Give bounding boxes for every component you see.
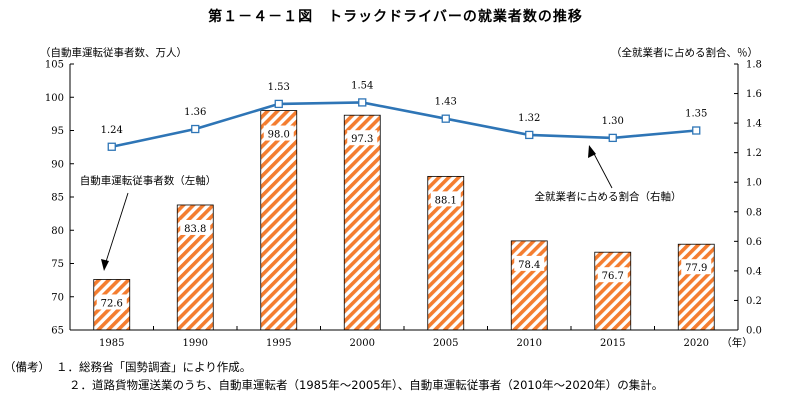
notes-line-2: ２．道路貨物運送業のうち、自動車運転者（1985年～2005年）、自動車運転従事…	[69, 378, 664, 392]
ratio-marker	[525, 130, 534, 140]
ratio-marker	[608, 133, 617, 143]
chart-title: 第１－４－１図 トラックドライバーの就業者数の推移	[208, 9, 583, 25]
left-tick-label: 75	[51, 259, 64, 270]
bar-2015	[594, 251, 632, 331]
bar-2010	[510, 240, 548, 331]
x-tick-label: 1990	[183, 338, 208, 349]
bar-value-label: 83.8	[184, 224, 206, 235]
bar-label-box	[263, 125, 294, 141]
left-tick-label: 85	[51, 193, 64, 204]
bar-value-label: 88.1	[435, 195, 457, 206]
right-tick-label: 0.6	[746, 237, 762, 248]
right-tick-label: 0.2	[746, 296, 762, 307]
line-callout-arrow-line	[591, 149, 613, 189]
bar-value-label: 97.3	[351, 134, 373, 145]
left-tick-label: 90	[51, 159, 64, 170]
right-tick-label: 0.0	[746, 326, 762, 337]
ratio-value-label: 1.30	[602, 116, 624, 127]
bar-label-box	[347, 130, 378, 146]
ratio-value-label: 1.43	[435, 97, 457, 108]
x-tick-label: 2015	[600, 338, 625, 349]
bar-value-label: 72.6	[101, 298, 123, 309]
ratio-marker	[191, 124, 200, 134]
right-tick-label: 1.6	[746, 89, 762, 100]
bar-value-label: 98.0	[268, 130, 290, 141]
bar-callout-arrow-head	[101, 259, 109, 271]
ratio-value-label: 1.24	[101, 125, 123, 136]
line-series-callout: 全就業者に占める割合（右軸）	[535, 190, 682, 203]
ratio-value-label: 1.36	[184, 107, 206, 118]
bar-value-label: 76.7	[602, 271, 624, 282]
x-tick-label: 1985	[99, 338, 124, 349]
ratio-marker	[441, 114, 450, 123]
notes-label: （備考）	[4, 360, 50, 374]
left-axis-label: （自動車運転従事者数、万人）	[40, 46, 187, 59]
x-tick-label: 2020	[684, 338, 709, 349]
bar-series-callout: 自動車運転従事者数（左軸）	[80, 174, 217, 187]
right-tick-label: 1.4	[746, 119, 762, 130]
ratio-value-label: 1.32	[518, 113, 540, 124]
bar-label-box	[681, 259, 712, 275]
right-axis-label: （全就業者に占める割合、％）	[611, 46, 758, 59]
x-tick-label: 2005	[433, 338, 458, 349]
ratio-line	[111, 101, 697, 149]
notes-line-1: （備考） １．総務省「国勢調査」により作成。	[4, 359, 251, 375]
x-tick-label: 2000	[350, 338, 375, 349]
bar-2000	[343, 114, 381, 331]
right-tick-label: 1.8	[746, 60, 762, 71]
left-tick-label: 95	[51, 126, 64, 137]
bar-2020	[677, 243, 715, 331]
ratio-marker	[692, 126, 701, 135]
right-tick-label: 0.4	[746, 266, 762, 277]
bar-label-box	[96, 294, 127, 310]
ratio-marker	[274, 99, 283, 109]
bar-label-box	[430, 191, 461, 207]
bar-value-label: 78.4	[518, 260, 540, 271]
left-tick-label: 65	[51, 326, 64, 337]
ratio-marker	[358, 98, 367, 107]
line-callout-arrow-head	[588, 145, 596, 158]
x-tick-label: 2010	[517, 338, 542, 349]
right-tick-label: 0.8	[746, 207, 762, 218]
ratio-value-label: 1.53	[268, 82, 290, 93]
bar-label-box	[514, 255, 545, 271]
bar-callout-arrow-line	[103, 192, 129, 269]
bar-value-label: 77.9	[685, 263, 707, 274]
bar-1995	[260, 110, 298, 331]
bar-label-box	[597, 267, 628, 283]
right-tick-label: 1.0	[746, 178, 762, 189]
left-tick-label: 105	[45, 60, 64, 71]
ratio-value-label: 1.35	[685, 109, 707, 120]
x-tick-label: 1995	[266, 338, 291, 349]
ratio-value-label: 1.54	[351, 80, 373, 91]
bar-label-box	[180, 219, 211, 235]
left-tick-label: 100	[45, 93, 64, 104]
ratio-marker	[107, 142, 116, 151]
left-tick-label: 80	[51, 226, 64, 237]
notes-text-1: １．総務省「国勢調査」により作成。	[56, 360, 252, 374]
left-tick-label: 70	[51, 292, 64, 303]
right-tick-label: 1.2	[746, 148, 762, 159]
x-unit-label: （年）	[721, 336, 753, 349]
